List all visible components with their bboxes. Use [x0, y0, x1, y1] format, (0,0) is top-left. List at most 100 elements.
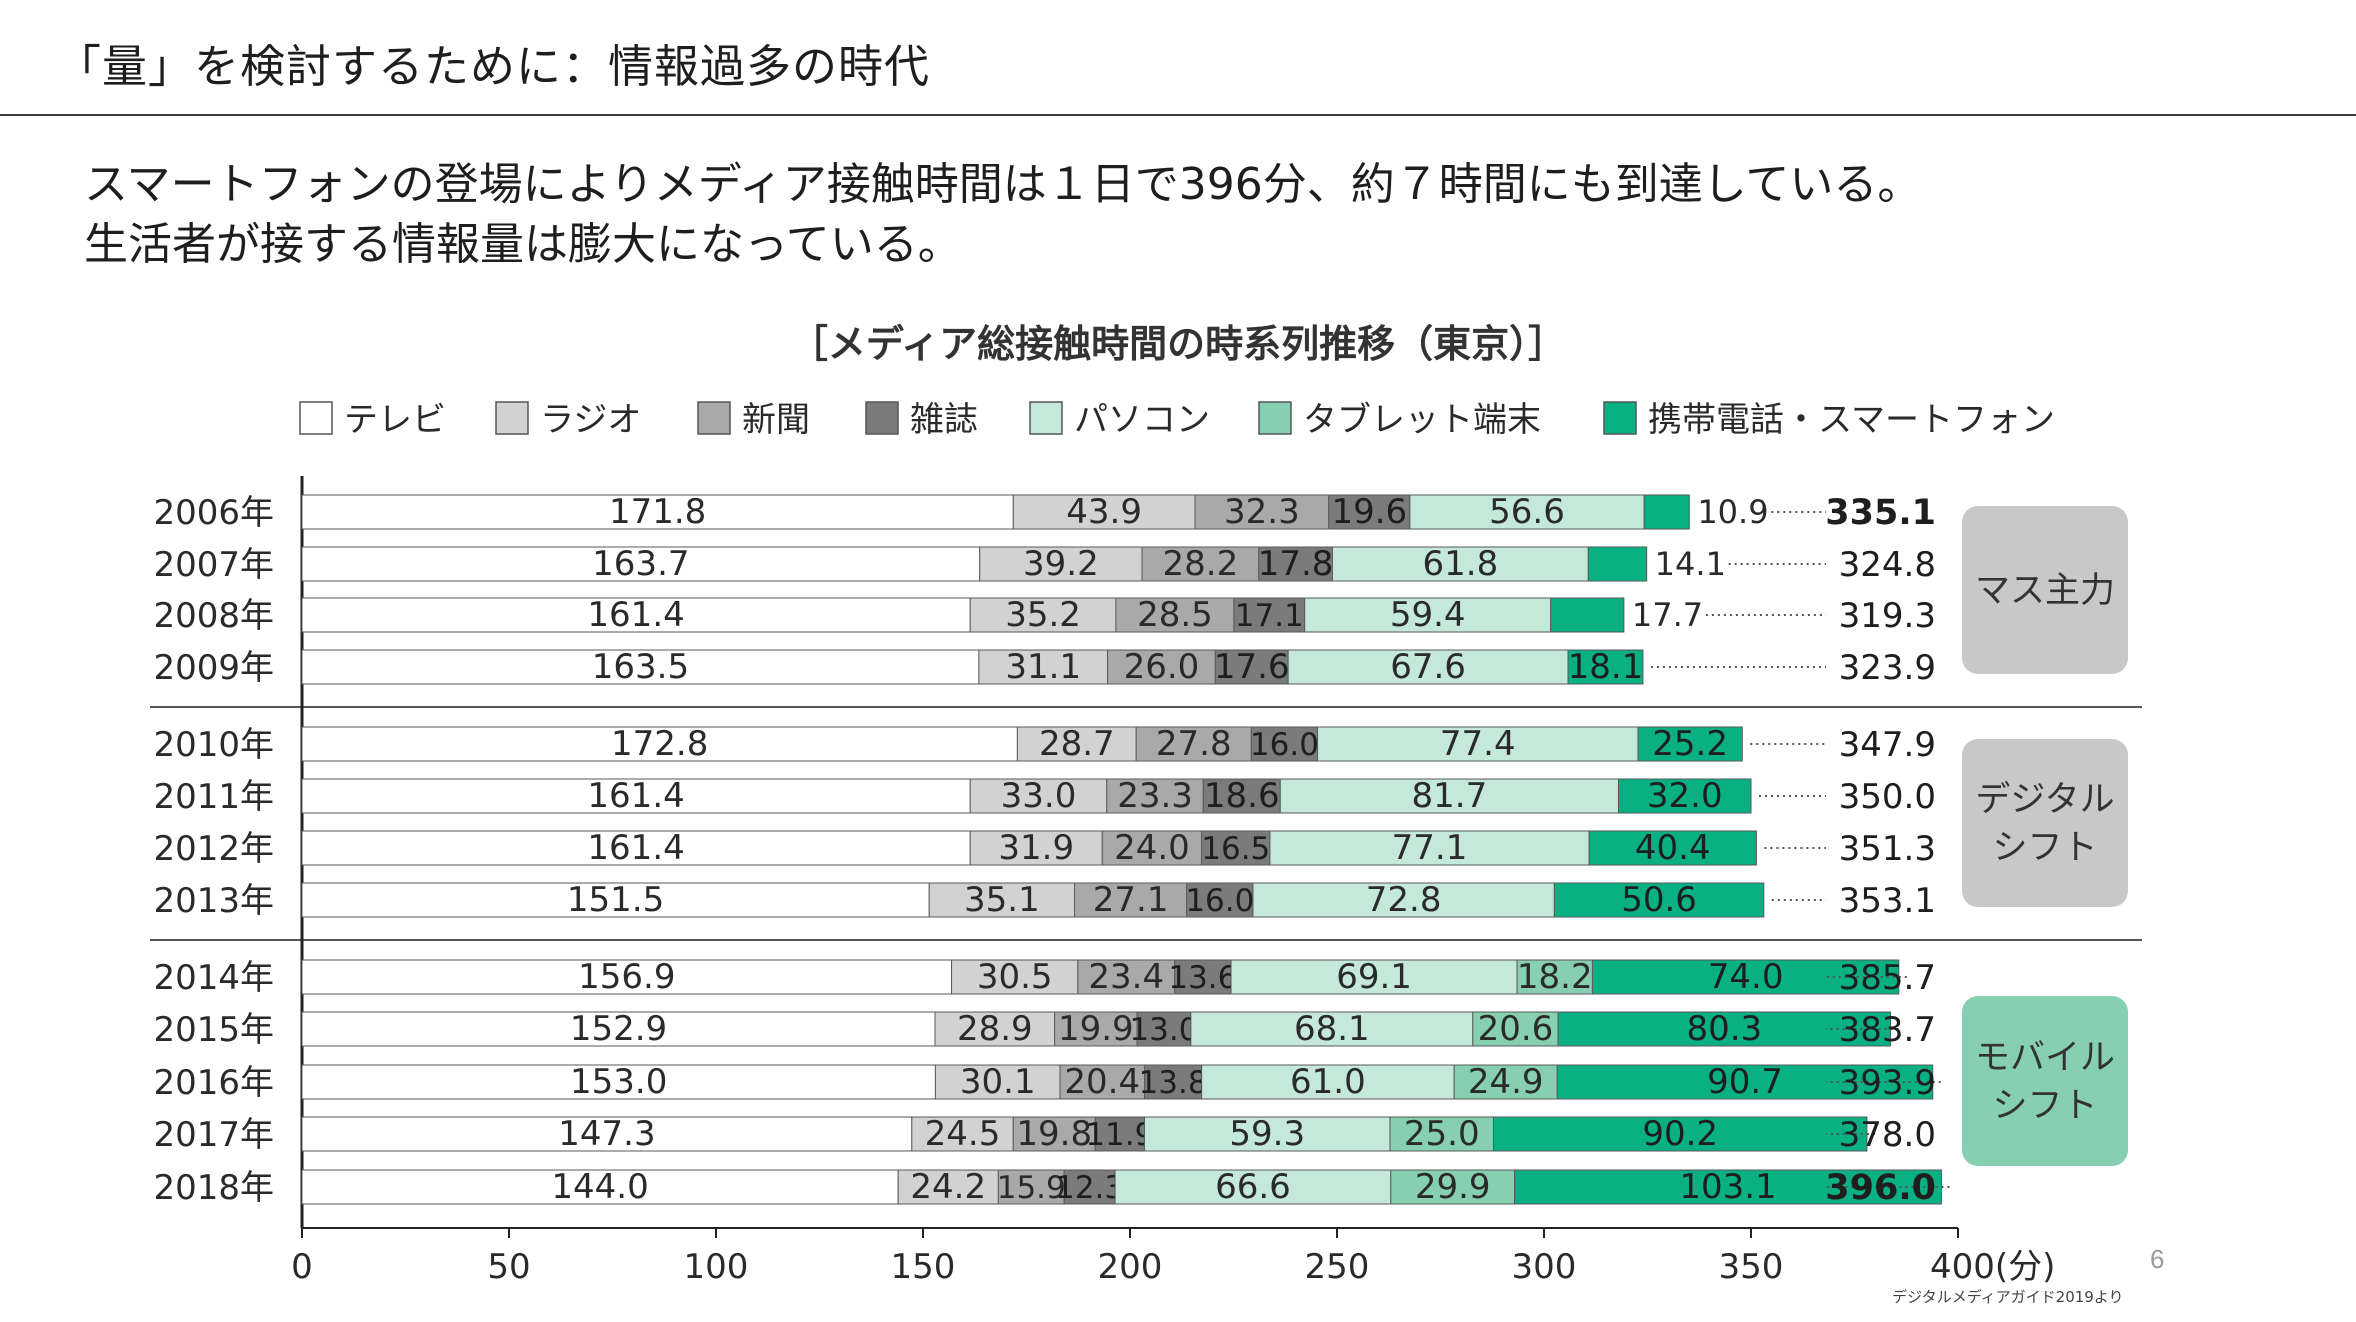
value-label-2013-2: 35.1 — [964, 880, 1040, 920]
bar-segment-2014-7 — [1591, 959, 1900, 995]
bar-segment-2011-3 — [1106, 778, 1204, 814]
bar-segment-2018-4 — [1063, 1169, 1116, 1205]
legend-label-6: タブレット端末 — [1303, 400, 1541, 440]
bar-segment-2016-5 — [1201, 1064, 1455, 1100]
value-label-2013-7: 50.6 — [1621, 880, 1697, 920]
legend-swatch-7 — [1603, 401, 1637, 435]
year-label-2007: 2007年 — [153, 545, 274, 585]
value-label-2007-3: 28.2 — [1163, 544, 1239, 584]
value-label-2007-1: 163.7 — [592, 544, 689, 584]
bar-segment-2010-7 — [1637, 726, 1743, 762]
value-label-2015-4: 13.0 — [1129, 1012, 1198, 1048]
bar-segment-2011-4 — [1202, 778, 1281, 814]
bar-segment-2015-7 — [1557, 1011, 1892, 1047]
bar-segment-2007-2 — [979, 546, 1143, 582]
value-label-2011-3: 23.3 — [1117, 776, 1193, 816]
value-label-2015-5: 68.1 — [1294, 1009, 1370, 1049]
bar-segment-2018-2 — [897, 1169, 999, 1205]
value-label-2017-5: 59.3 — [1229, 1114, 1305, 1154]
group-badge-1 — [1962, 506, 2128, 674]
legend-swatch-5 — [1029, 401, 1063, 435]
value-label-2016-6: 24.9 — [1468, 1062, 1544, 1102]
value-label-2011-7: 32.0 — [1647, 776, 1723, 816]
legend-swatch-2 — [495, 401, 529, 435]
value-label-2006-4: 19.6 — [1331, 492, 1407, 532]
chart-title: ［メディア総接触時間の時系列推移（東京）］ — [790, 322, 1566, 366]
value-label-2018-7: 103.1 — [1679, 1167, 1776, 1207]
total-label-2011: 350.0 — [1839, 777, 1936, 817]
year-label-2016: 2016年 — [153, 1063, 274, 1103]
total-label-2015: 383.7 — [1839, 1010, 1936, 1050]
value-label-2012-4: 16.5 — [1201, 831, 1270, 867]
bar-segment-2009-1 — [301, 649, 980, 685]
value-label-2016-7: 90.7 — [1707, 1062, 1783, 1102]
year-label-2013: 2013年 — [153, 881, 274, 921]
value-label-2010-1: 172.8 — [611, 724, 708, 764]
value-label-2014-4: 13.6 — [1168, 960, 1237, 996]
bar-segment-2012-7 — [1588, 830, 1757, 866]
value-label-2010-2: 28.7 — [1039, 724, 1115, 764]
value-label-2014-2: 30.5 — [977, 957, 1053, 997]
value-label-2006-2: 43.9 — [1066, 492, 1142, 532]
bar-segment-2016-6 — [1453, 1064, 1558, 1100]
group-badge-label-2-1: デジタル — [1975, 780, 2114, 820]
bar-segment-2007-7 — [1587, 546, 1648, 582]
group-badge-label-3-1: モバイル — [1975, 1038, 2115, 1078]
bar-segment-2018-5 — [1114, 1169, 1392, 1205]
bar-segment-2006-7 — [1643, 494, 1690, 530]
value-label-2008-5: 59.4 — [1390, 595, 1466, 635]
lead-text-line-1: スマートフォンの登場によりメディア接触時間は１日で396分、約７時間にも到達して… — [84, 159, 1922, 210]
bar-segment-2013-5 — [1252, 882, 1555, 918]
bar-segment-2014-4 — [1174, 959, 1232, 995]
bar-segment-2015-1 — [301, 1011, 936, 1047]
value-label-2008-4: 17.1 — [1235, 598, 1304, 634]
legend-label-2: ラジオ — [540, 400, 641, 440]
total-label-2009: 323.9 — [1839, 648, 1936, 688]
bar-segment-2009-4 — [1214, 649, 1289, 685]
value-label-2018-2: 24.2 — [910, 1167, 986, 1207]
bar-segment-2012-3 — [1101, 830, 1203, 866]
bar-segment-2017-4 — [1094, 1116, 1145, 1152]
bar-segment-2018-1 — [301, 1169, 899, 1205]
bar-segment-2012-5 — [1269, 830, 1590, 866]
bar-segment-2015-3 — [1054, 1011, 1138, 1047]
value-label-2009-5: 67.6 — [1390, 647, 1466, 687]
value-label-2007-4: 17.8 — [1258, 544, 1334, 584]
bar-segment-2011-1 — [301, 778, 971, 814]
year-label-2011: 2011年 — [153, 777, 274, 817]
value-label-2010-5: 77.4 — [1440, 724, 1516, 764]
value-label-2015-7: 80.3 — [1686, 1009, 1762, 1049]
group-badge-label-2-2: シフト — [1992, 828, 2097, 868]
x-tick-label-4: 200 — [1098, 1247, 1163, 1287]
value-label-2010-3: 27.8 — [1156, 724, 1232, 764]
value-label-2012-2: 31.9 — [998, 828, 1074, 868]
total-label-2006: 335.1 — [1825, 493, 1936, 533]
value-label-2015-1: 152.9 — [570, 1009, 667, 1049]
value-label-2018-6: 29.9 — [1415, 1167, 1491, 1207]
value-label-2016-5: 61.0 — [1290, 1062, 1366, 1102]
total-label-2007: 324.8 — [1839, 545, 1936, 585]
value-label-2012-1: 161.4 — [587, 828, 684, 868]
bar-segment-2009-2 — [978, 649, 1109, 685]
value-label-2017-1: 147.3 — [558, 1114, 655, 1154]
group-badge-label-1-1: マス主力 — [1975, 571, 2115, 611]
year-label-2009: 2009年 — [153, 648, 274, 688]
bar-segment-2013-1 — [301, 882, 930, 918]
bar-segment-2010-5 — [1317, 726, 1639, 762]
bar-segment-2015-4 — [1136, 1011, 1192, 1047]
bar-segment-2014-6 — [1516, 959, 1593, 995]
year-label-2018: 2018年 — [153, 1168, 274, 1208]
value-label-2015-2: 28.9 — [957, 1009, 1033, 1049]
value-label-2018-1: 144.0 — [551, 1167, 648, 1207]
x-tick-label-1: 50 — [487, 1247, 530, 1287]
value-label-2008-3: 28.5 — [1137, 595, 1213, 635]
value-label-2014-3: 23.4 — [1088, 957, 1164, 997]
value-label-2009-2: 31.1 — [1005, 647, 1081, 687]
value-label-2006-7: 10.9 — [1697, 493, 1768, 531]
bar-segment-2010-1 — [301, 726, 1018, 762]
bar-segment-2010-4 — [1250, 726, 1319, 762]
value-label-2016-1: 153.0 — [570, 1062, 667, 1102]
value-label-2006-3: 32.3 — [1224, 492, 1300, 532]
bar-segment-2008-1 — [301, 597, 971, 633]
value-label-2013-3: 27.1 — [1093, 880, 1169, 920]
